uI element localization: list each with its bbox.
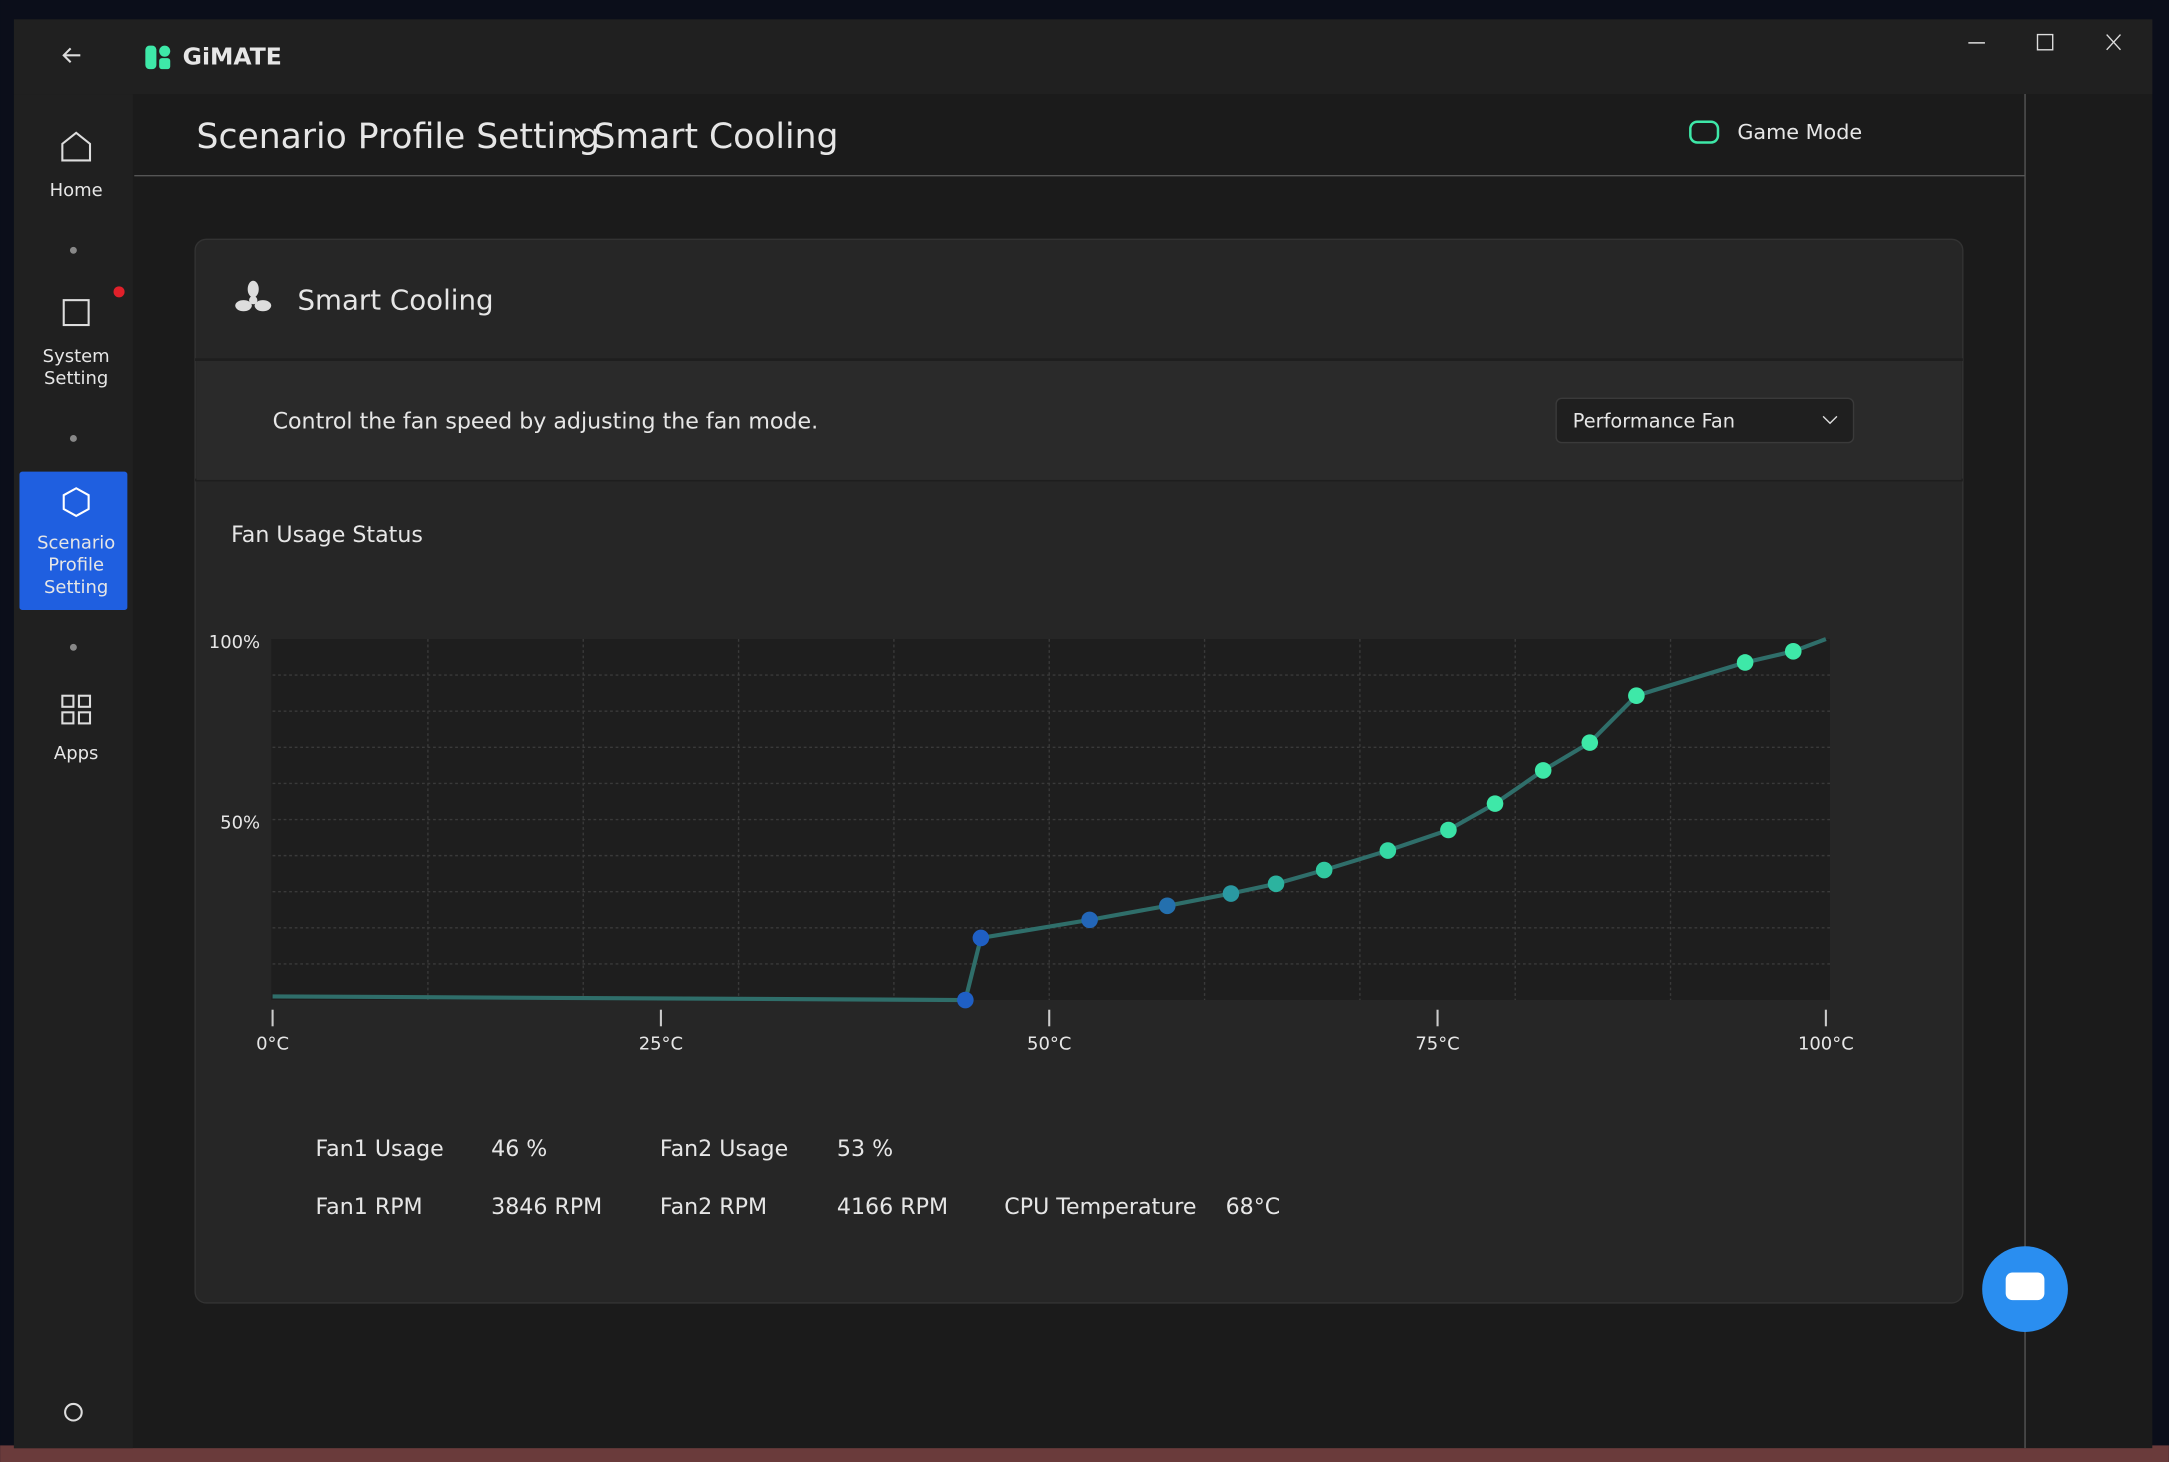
stat-label: Fan1 RPM xyxy=(315,1194,422,1220)
nav-label[interactable]: Apps xyxy=(54,743,98,764)
x-tick-label: 75°C xyxy=(1415,1033,1459,1054)
x-tick-label: 100°C xyxy=(1798,1033,1854,1054)
curve-point xyxy=(1223,885,1240,902)
stat-value: 46 % xyxy=(491,1136,547,1162)
nav-label[interactable]: System xyxy=(43,346,110,367)
curve-point xyxy=(1581,734,1598,751)
card-title: Smart Cooling xyxy=(297,284,493,317)
nav-dot xyxy=(70,435,77,442)
stat-label: Fan1 Usage xyxy=(315,1136,443,1162)
curve-point xyxy=(1535,762,1552,779)
x-tick-label: 50°C xyxy=(1027,1033,1071,1054)
stat-value: 3846 RPM xyxy=(491,1194,602,1220)
game-mode-button[interactable]: Game Mode xyxy=(1737,120,1862,144)
nav-dot xyxy=(70,247,77,254)
breadcrumb-parent[interactable]: Scenario Profile Setting xyxy=(197,117,600,157)
curve-point xyxy=(1159,898,1176,915)
nav-label[interactable]: Setting xyxy=(44,368,108,389)
curve-point xyxy=(1380,842,1397,859)
stat-label: Fan2 Usage xyxy=(660,1136,788,1162)
chat-icon[interactable] xyxy=(2006,1273,2045,1301)
x-tick-label: 0°C xyxy=(256,1033,289,1054)
y-tick-label: 100% xyxy=(209,632,260,653)
breadcrumb-current: Smart Cooling xyxy=(593,117,838,157)
stat-value: 4166 RPM xyxy=(837,1194,948,1220)
curve-point xyxy=(1628,687,1645,704)
curve-point xyxy=(1737,654,1754,671)
nav-label[interactable]: Profile xyxy=(48,555,104,576)
curve-point xyxy=(1487,795,1504,812)
nav-label[interactable]: Scenario xyxy=(37,533,115,554)
sidebar xyxy=(14,94,133,1448)
curve-point xyxy=(1785,643,1802,660)
section-title: Fan Usage Status xyxy=(231,522,423,548)
y-tick-label: 50% xyxy=(220,813,260,834)
nav-dot xyxy=(70,644,77,651)
stat-value: 68°C xyxy=(1226,1194,1281,1220)
curve-point xyxy=(973,930,990,947)
title-bar xyxy=(14,19,2152,94)
breadcrumb-separator: › xyxy=(573,116,584,149)
stat-value: 53 % xyxy=(837,1136,893,1162)
card-description: Control the fan speed by adjusting the f… xyxy=(273,408,819,434)
curve-point xyxy=(1268,875,1285,892)
curve-point xyxy=(1316,862,1333,879)
stat-label: Fan2 RPM xyxy=(660,1194,767,1220)
curve-point xyxy=(957,992,974,1009)
chart: 50% 100% 0°C 25°C 50°C 75°C 100°C xyxy=(209,632,1854,1054)
curve-point xyxy=(1440,822,1457,839)
fan-mode-value[interactable]: Performance Fan xyxy=(1573,409,1735,432)
notification-dot xyxy=(114,286,125,297)
x-tick-label: 25°C xyxy=(639,1033,683,1054)
nav-label[interactable]: Home xyxy=(50,180,103,201)
curve-point xyxy=(1081,912,1098,929)
nav-label[interactable]: Setting xyxy=(44,577,108,598)
stat-label: CPU Temperature xyxy=(1004,1194,1196,1220)
app-name: GiMATE xyxy=(183,43,282,71)
